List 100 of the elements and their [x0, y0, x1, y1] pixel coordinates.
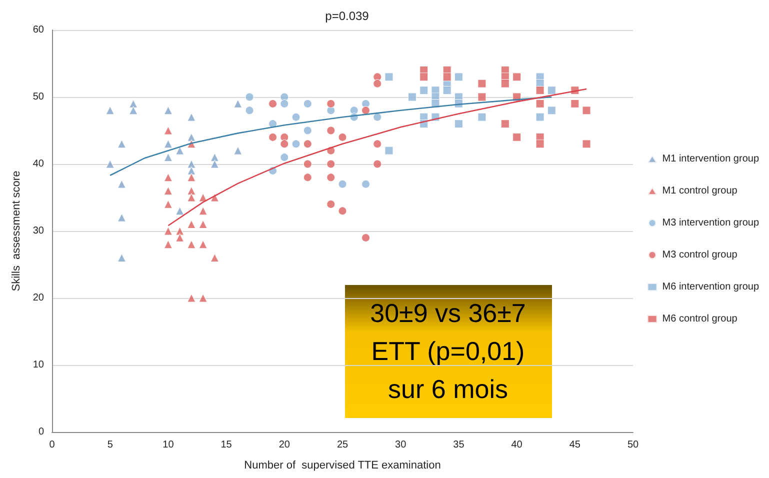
point [338, 180, 347, 188]
point [326, 173, 336, 182]
point [547, 106, 556, 115]
point [373, 79, 382, 88]
point [373, 160, 382, 168]
x-tick-label: 10 [162, 440, 174, 450]
point [547, 86, 556, 95]
point [176, 233, 184, 242]
point [303, 126, 312, 135]
annotation: 30±9 vs 36±7 ETT (p=0,01) sur 6 mois [370, 298, 526, 404]
point [478, 112, 486, 122]
point [187, 160, 196, 168]
point [582, 140, 591, 148]
point [500, 120, 510, 128]
point [326, 200, 336, 208]
point [198, 220, 208, 229]
point [326, 99, 336, 108]
y-axis-title: Skills assessment score [10, 170, 22, 292]
point [198, 240, 208, 249]
point [234, 146, 242, 155]
point [117, 213, 126, 222]
point [198, 193, 208, 202]
point [280, 140, 289, 148]
point [303, 140, 312, 148]
point [187, 112, 196, 122]
x-tick-label: 50 [627, 440, 639, 450]
point [292, 112, 300, 122]
x-tick-label: 40 [511, 440, 523, 450]
point [187, 220, 196, 229]
point [164, 226, 172, 236]
point [420, 72, 428, 82]
point [512, 132, 522, 142]
point [373, 112, 382, 122]
point [326, 126, 336, 135]
point [454, 120, 463, 128]
point [245, 106, 254, 115]
x-tick-label: 20 [278, 440, 290, 450]
point [106, 160, 114, 168]
point [198, 294, 208, 302]
x-tick-label: 30 [395, 440, 407, 450]
point [164, 153, 172, 162]
legend-label: M1 control group [662, 186, 738, 196]
x-tick-label: 25 [336, 440, 348, 450]
y-tick-label: 30 [32, 226, 44, 236]
x-tick-label: 0 [49, 440, 56, 450]
point [361, 233, 370, 242]
point [361, 106, 370, 115]
point [280, 99, 289, 108]
x-tick-label: 45 [569, 440, 581, 450]
point [338, 206, 347, 216]
point [164, 126, 172, 135]
x-tick-label: 5 [107, 440, 114, 450]
point [268, 99, 278, 108]
point [303, 160, 312, 168]
point [129, 106, 138, 115]
point [326, 160, 336, 168]
point [164, 200, 172, 208]
point [176, 206, 184, 216]
y-tick-label: 20 [32, 292, 44, 304]
x-tick-label: 15 [220, 440, 232, 450]
point [303, 99, 312, 108]
point [187, 173, 196, 182]
point [268, 132, 278, 142]
y-tick-label: 10 [32, 360, 44, 370]
point [478, 92, 486, 102]
point [536, 86, 544, 95]
point [234, 99, 242, 108]
point [164, 173, 172, 182]
y-tick-label: 60 [32, 24, 44, 36]
y-tick-label: 40 [32, 158, 44, 170]
point [361, 99, 370, 108]
point [408, 92, 417, 102]
legend-label: M3 intervention group [662, 218, 760, 228]
point [106, 106, 114, 115]
point [280, 153, 289, 162]
point [582, 106, 591, 115]
point [210, 160, 219, 168]
point [292, 140, 300, 148]
point [536, 112, 544, 122]
point [210, 254, 219, 262]
point [187, 132, 196, 142]
point [164, 240, 172, 249]
point [187, 240, 196, 249]
point [187, 186, 196, 196]
point [570, 99, 580, 108]
point [536, 99, 544, 108]
point [478, 79, 486, 88]
point [117, 254, 126, 262]
point [338, 132, 347, 142]
point [117, 140, 126, 148]
y-tick-label: 0 [38, 426, 44, 438]
x-tick-label: 35 [453, 440, 465, 450]
point [245, 92, 254, 102]
point [164, 140, 172, 148]
legend-label: M1 intervention group [662, 154, 760, 164]
point [361, 180, 370, 188]
point [442, 86, 452, 95]
point [420, 86, 428, 95]
point [373, 140, 382, 148]
point [198, 206, 208, 216]
